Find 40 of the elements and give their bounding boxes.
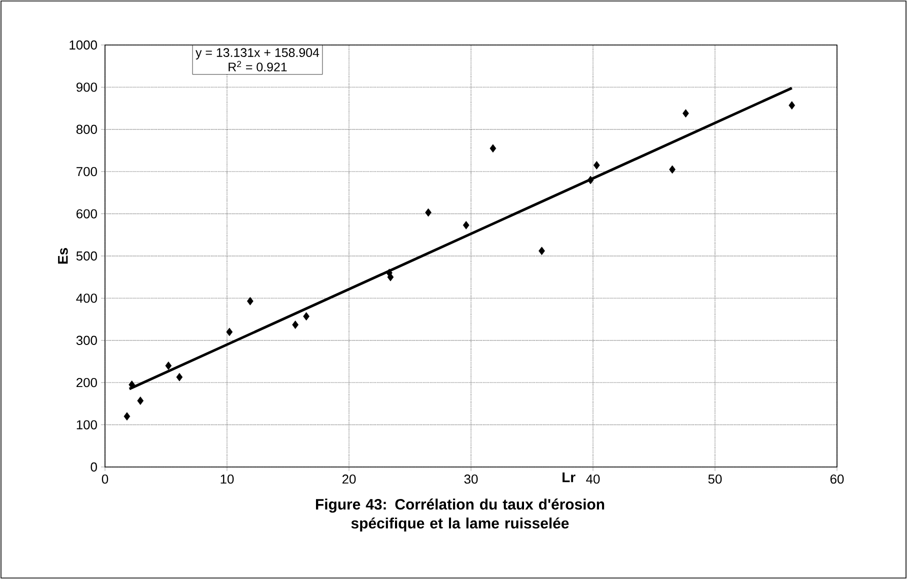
y-tick-label: 700 — [76, 166, 97, 176]
point — [137, 396, 144, 405]
y-tick-label: 0 — [90, 462, 97, 472]
text: Figure 43: Corrélation du taux d'érosion spécifique et la lame ruisselée — [316, 498, 604, 532]
y-tick-label: 900 — [76, 82, 97, 92]
point — [587, 176, 594, 184]
point — [124, 412, 130, 421]
annotation: R$^{2}$ = 0.921 — [228, 60, 287, 72]
y-tick-label: 300 — [76, 336, 97, 345]
y-axis-title: Es — [58, 248, 68, 264]
x-tick-label: 50 — [708, 474, 722, 484]
y-tick-label: 800 — [76, 124, 97, 134]
y-tick-label: 200 — [76, 378, 97, 388]
point — [165, 362, 172, 370]
x-tick-label: 30 — [464, 474, 478, 484]
x-tick-label: 10 — [220, 474, 234, 484]
point — [176, 372, 183, 382]
y-tick-label: 600 — [76, 209, 97, 218]
point — [226, 328, 233, 336]
y-tick-label: 1000 — [70, 40, 97, 50]
x-tick-label: 40 — [586, 474, 600, 484]
y-tick-label: 400 — [76, 294, 97, 303]
point — [538, 246, 545, 256]
point — [292, 320, 299, 329]
x-axis-title: Lr — [562, 472, 576, 482]
x-tick-label: 60 — [830, 474, 844, 484]
point — [788, 101, 796, 110]
point — [593, 161, 600, 170]
point — [462, 220, 470, 230]
y-tick-label: 500 — [76, 251, 97, 261]
annotation: y = 13.131x + 158.904 — [196, 48, 320, 60]
point — [490, 144, 496, 153]
x-tick-label: 20 — [342, 474, 356, 484]
point — [247, 296, 254, 306]
point — [425, 208, 432, 217]
point — [669, 165, 676, 174]
point — [303, 312, 310, 321]
point — [682, 109, 689, 118]
y-tick-label: 100 — [76, 420, 97, 430]
x-tick-label: 0 — [102, 474, 108, 484]
